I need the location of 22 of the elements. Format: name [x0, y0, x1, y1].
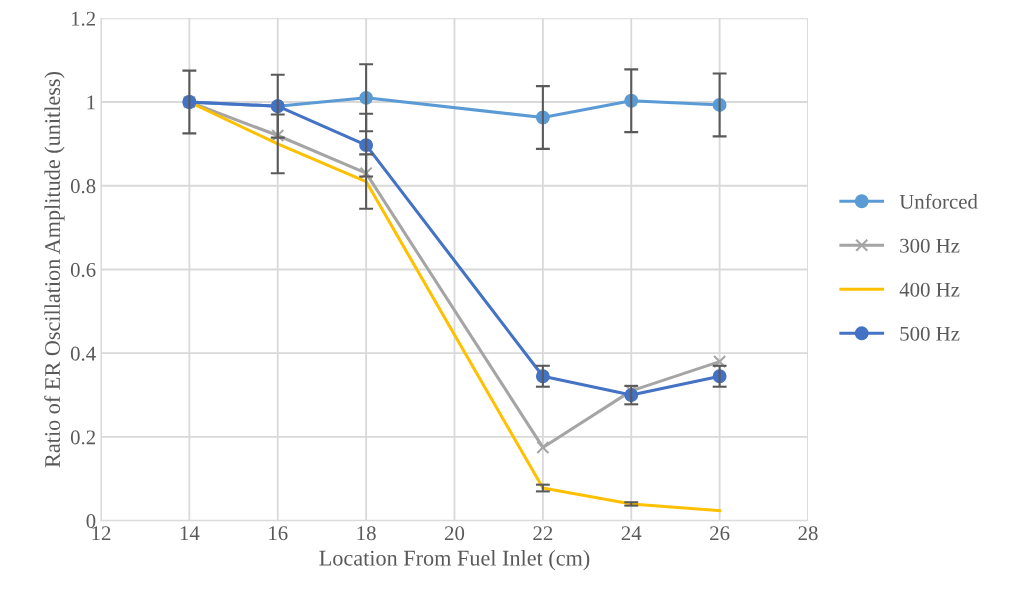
y-tick-label: 1.2: [71, 11, 95, 26]
legend-label: Unforced: [899, 193, 978, 209]
x-tick-label: 20: [445, 526, 465, 541]
legend-label: 500 Hz: [900, 326, 960, 341]
x-tick-label: 26: [710, 526, 730, 541]
x-tick-label: 22: [533, 526, 553, 541]
y-axis-title: Ratio of ER Oscillation Amplitude (unitless): [44, 72, 65, 468]
y-tick-label: 0.2: [70, 430, 95, 445]
x-axis-title: Location From Fuel Inlet (cm): [319, 550, 590, 571]
x-tick-label: 16: [269, 526, 288, 541]
y-tick-label: 0: [86, 514, 96, 529]
x-tick-label: 28: [798, 526, 818, 541]
y-tick-label: 0.6: [70, 262, 96, 278]
x-tick-label: 14: [180, 526, 200, 541]
x-tick-label: 12: [92, 526, 111, 541]
x-tick-label: 18: [357, 526, 376, 541]
y-tick-label: 0.4: [70, 346, 96, 361]
legend-label: 300 Hz: [900, 238, 960, 253]
legend-label: 400 Hz: [899, 282, 960, 297]
x-tick-label: 24: [621, 526, 642, 541]
y-tick-label: 0.8: [70, 179, 96, 194]
y-tick-label: 1: [87, 95, 95, 110]
